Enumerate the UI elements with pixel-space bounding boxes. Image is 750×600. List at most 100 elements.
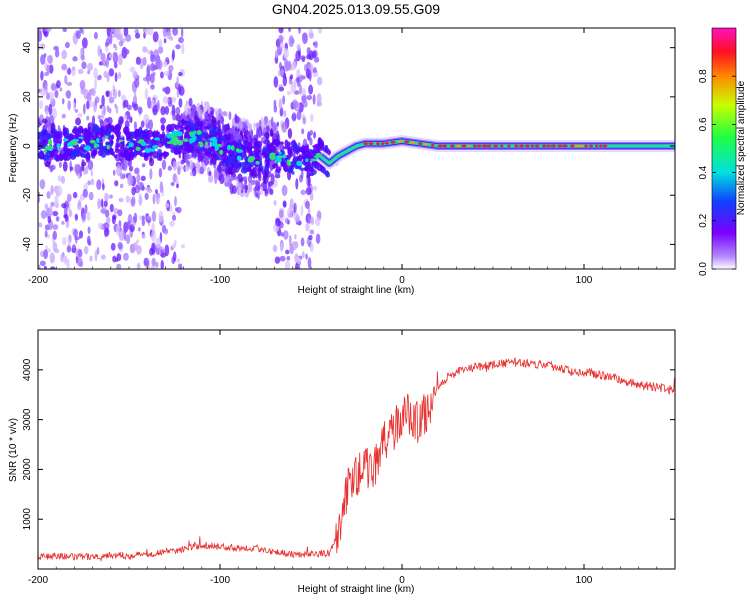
spectrum-peak [410, 141, 415, 144]
spectrum-blob [88, 126, 92, 131]
spectrum-blob [300, 237, 305, 247]
spectrum-blob [264, 188, 269, 195]
spectrum-blob [77, 249, 83, 258]
spectrum-blob [288, 28, 292, 33]
spectrum-hotspot [183, 138, 189, 142]
snr-x-tick-label: -200 [28, 575, 48, 586]
spectrum-blob [104, 192, 109, 202]
spectrum-blob [54, 89, 59, 99]
spectrum-blob [164, 106, 170, 115]
spectrum-blob [66, 245, 72, 253]
spectrum-blob [309, 192, 314, 201]
spectrum-blob [196, 102, 201, 114]
spectrum-blob [48, 91, 55, 102]
spectrum-hotspot [269, 152, 276, 157]
spectrum-blob [244, 179, 248, 185]
spectrum-blob [299, 74, 304, 82]
spectrum-blob [309, 229, 315, 235]
spectrum-blob [125, 233, 131, 245]
spectrum-blob [71, 66, 76, 77]
spectrum-blob [133, 212, 138, 224]
spectrum-blob [80, 153, 88, 158]
spectrum-hotspot [214, 146, 219, 151]
spectrum-blob [172, 243, 177, 249]
spectrum-blob [143, 155, 149, 161]
spectrum-blob [71, 128, 79, 135]
spectrum-peak [431, 143, 435, 147]
snr-y-tick-label: 2000 [22, 458, 33, 481]
spectrum-blob [279, 255, 286, 262]
spectrum-blob [64, 214, 69, 222]
spectrum-blob [294, 241, 299, 249]
spectrum-blob [134, 167, 140, 174]
spectrum-blob [46, 191, 51, 199]
spectrum-blob [260, 185, 264, 195]
spectrum-blob [38, 152, 43, 157]
spectrum-blob [299, 84, 303, 95]
spectrum-blob [217, 108, 222, 114]
spectrum-blob [121, 158, 128, 171]
spectrum-blob [305, 150, 311, 160]
spectrum-blob [290, 37, 295, 45]
spectrum-blob [265, 169, 269, 173]
spectrum-blob [105, 90, 110, 98]
spectrum-blob [272, 163, 279, 168]
spectrum-blob [89, 255, 93, 262]
spectrum-blob [169, 123, 177, 129]
spectrum-blob [133, 103, 139, 111]
spectrum-blob [287, 128, 293, 139]
spectrum-blob [112, 84, 116, 96]
spectrum-peak [574, 144, 580, 148]
spectrum-blob [108, 68, 115, 77]
spectrum-blob [313, 67, 317, 74]
spectrum-blob [53, 154, 59, 161]
spectrum-blob [228, 149, 235, 158]
spectrum-blob [38, 264, 41, 269]
spectrum-hotspot [204, 141, 209, 146]
spectrogram-marks [38, 28, 675, 269]
spectrum-blob [40, 54, 46, 65]
spectrum-blob [237, 162, 242, 168]
spectrum-blob [231, 167, 238, 174]
spectrogram-y-tick-label: 0 [22, 143, 33, 149]
spectrum-blob [67, 100, 71, 111]
spectrum-blob [179, 263, 183, 269]
spectrum-blob [140, 120, 145, 128]
snr-y-tick-label: 1000 [22, 508, 33, 531]
spectrum-blob [129, 117, 132, 123]
spectrum-peak [398, 139, 403, 143]
spectrum-blob [243, 127, 246, 136]
spectrum-blob [243, 140, 249, 146]
spectrum-blob [177, 166, 181, 176]
spectrum-blob [163, 60, 168, 68]
spectrum-hotspot [310, 158, 317, 162]
spectrum-blob [257, 126, 263, 138]
spectrum-blob [283, 201, 287, 208]
spectrum-blob [44, 203, 49, 210]
spectrum-blob [168, 65, 174, 72]
spectrum-blob [50, 201, 55, 207]
spectrum-blob [299, 55, 306, 61]
spectrum-blob [305, 186, 312, 196]
spectrum-peak [525, 144, 530, 148]
spectrum-blob [203, 126, 210, 130]
spectrum-blob [199, 166, 205, 175]
spectrum-blob [48, 103, 53, 116]
spectrum-hotspot [106, 144, 111, 150]
snr-x-tick-label: -100 [210, 575, 230, 586]
spectrum-blob [113, 43, 116, 49]
spectrogram-y-tick-label: 40 [22, 42, 33, 54]
spectrum-blob [96, 179, 102, 191]
spectrum-hotspot [305, 158, 309, 163]
spectrum-blob [180, 159, 185, 165]
spectrum-blob [159, 153, 164, 157]
spectrum-blob [155, 195, 160, 205]
spectrum-blob [283, 230, 289, 240]
spectrum-blob [289, 198, 294, 210]
spectrum-blob [158, 38, 163, 48]
spectrum-blob [316, 93, 322, 106]
spectrum-blob [61, 49, 67, 60]
spectrum-blob [161, 131, 165, 140]
spectrum-blob [298, 28, 301, 34]
spectrum-peak [569, 144, 575, 148]
